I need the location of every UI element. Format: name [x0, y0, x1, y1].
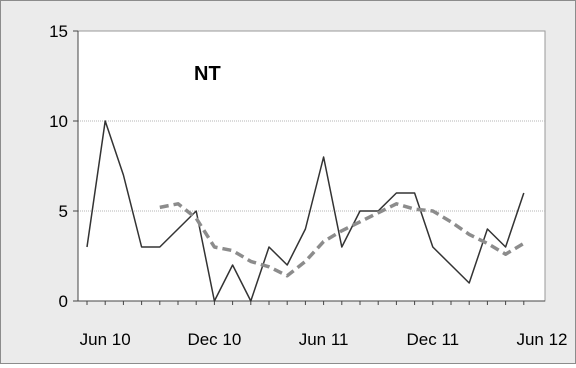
- tick-labels: 0 5 10 15 Jun 10 Dec 10 Jun 11 Dec 11 Jun 12: [49, 22, 567, 349]
- x-tick-label: Jun 10: [80, 330, 131, 349]
- series-layer: [86, 120, 525, 302]
- y-tick-label: 10: [49, 112, 68, 131]
- trend-series-line: [159, 202, 525, 278]
- y-tick-label: 5: [59, 202, 68, 221]
- x-tick-label: Dec 10: [187, 330, 241, 349]
- x-tick-label: Jun 11: [299, 330, 349, 349]
- monthly-series-line: [86, 120, 525, 302]
- plot-area: [77, 30, 546, 302]
- x-tick-label: Dec 11: [406, 330, 459, 349]
- axes: [73, 30, 545, 305]
- chart-title: NT: [194, 63, 221, 85]
- y-tick-label: 15: [49, 22, 68, 41]
- x-tick-label: Jun 12: [516, 330, 567, 349]
- y-tick-label: 0: [59, 292, 68, 311]
